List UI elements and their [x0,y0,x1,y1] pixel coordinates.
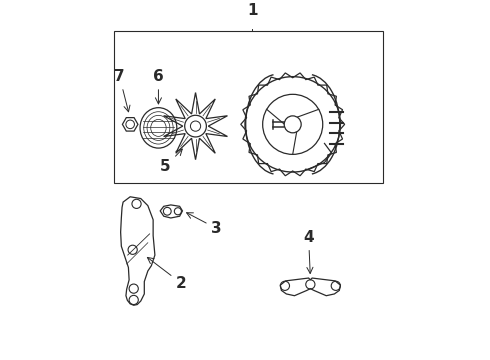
Circle shape [284,116,301,133]
Text: 5: 5 [160,149,182,174]
Text: 6: 6 [153,69,164,104]
Bar [114,31,383,183]
Circle shape [185,115,206,137]
Text: 4: 4 [303,230,314,274]
Text: 1: 1 [247,3,257,18]
Text: 7: 7 [114,69,130,112]
Text: 2: 2 [147,257,187,291]
Text: 3: 3 [187,213,222,236]
